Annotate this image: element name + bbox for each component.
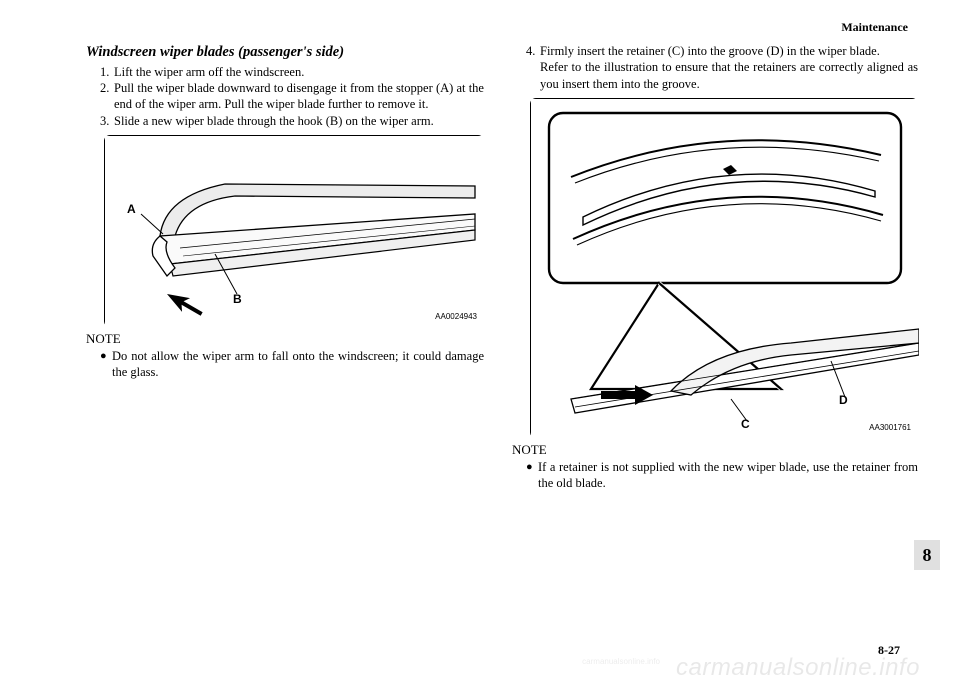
bullet-icon: ● xyxy=(100,348,112,381)
step-text: Firmly insert the retainer (C) into the … xyxy=(540,43,918,59)
page: Maintenance Windscreen wiper blades (pas… xyxy=(0,0,960,686)
step-3: 3. Slide a new wiper blade through the h… xyxy=(100,113,484,129)
watermark: carmanualsonline.info xyxy=(676,654,920,682)
right-column: 4. Firmly insert the retainer (C) into t… xyxy=(512,43,918,491)
step-1: 1. Lift the wiper arm off the windscreen… xyxy=(100,64,484,80)
note-text: Do not allow the wiper arm to fall onto … xyxy=(112,348,484,381)
bullet-icon: ● xyxy=(526,459,538,492)
figure-wiper-hook: A B AA0024943 xyxy=(104,135,484,327)
step-number: 4. xyxy=(526,43,540,59)
note-heading: NOTE xyxy=(512,442,918,459)
figure-label-c: C xyxy=(741,417,750,433)
watermark-small: carmanualsonline.info xyxy=(582,657,660,666)
figure-retainer-groove: C D AA3001761 xyxy=(530,98,918,438)
note-item: ● If a retainer is not supplied with the… xyxy=(526,459,918,492)
note-text: If a retainer is not supplied with the n… xyxy=(538,459,918,492)
note-heading: NOTE xyxy=(86,331,484,348)
step-number: 1. xyxy=(100,64,114,80)
step-text: Pull the wiper blade downward to disenga… xyxy=(114,80,484,113)
step-number: 2. xyxy=(100,80,114,113)
step-4: 4. Firmly insert the retainer (C) into t… xyxy=(526,43,918,59)
section-header: Maintenance xyxy=(86,20,908,35)
step-number xyxy=(526,59,540,92)
note-item: ● Do not allow the wiper arm to fall ont… xyxy=(100,348,484,381)
figure-label-b: B xyxy=(233,292,242,308)
step-text: Refer to the illustration to ensure that… xyxy=(540,59,918,92)
figure-label-d: D xyxy=(839,393,848,409)
left-column: Windscreen wiper blades (passenger's sid… xyxy=(86,43,484,491)
subsection-title: Windscreen wiper blades (passenger's sid… xyxy=(86,43,484,62)
step-number: 3. xyxy=(100,113,114,129)
two-column-layout: Windscreen wiper blades (passenger's sid… xyxy=(86,43,908,491)
chapter-number: 8 xyxy=(923,545,932,566)
figure-code: AA3001761 xyxy=(869,423,911,433)
step-text: Slide a new wiper blade through the hook… xyxy=(114,113,484,129)
figure-label-a: A xyxy=(127,202,136,218)
step-4b: Refer to the illustration to ensure that… xyxy=(526,59,918,92)
figure-code: AA0024943 xyxy=(435,312,477,322)
step-2: 2. Pull the wiper blade downward to dise… xyxy=(100,80,484,113)
step-text: Lift the wiper arm off the windscreen. xyxy=(114,64,484,80)
chapter-tab: 8 xyxy=(914,540,940,570)
